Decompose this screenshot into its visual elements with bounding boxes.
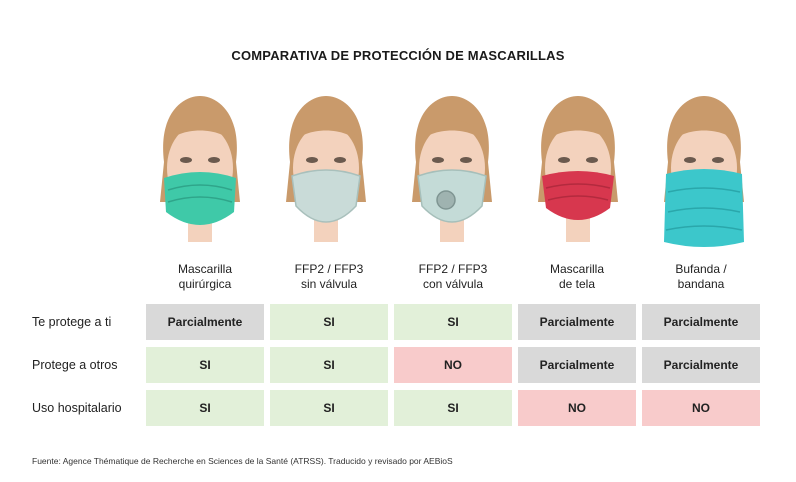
cloth-mask-face-icon <box>538 96 618 242</box>
column-header-cloth: Mascarilla de tela <box>549 262 604 291</box>
table-cell: NO <box>518 390 636 426</box>
row-label-protects-you: Te protege a ti <box>32 315 112 329</box>
row-label-hospital-use: Uso hospitalario <box>32 401 122 415</box>
row-label-protects-others: Protege a otros <box>32 358 118 372</box>
table-cell: SI <box>270 304 388 340</box>
surgical-mask-face-icon <box>160 96 240 242</box>
table-cell: SI <box>146 347 264 383</box>
column-header-ffp2-no-valve: FFP2 / FFP3 sin válvula <box>294 262 364 291</box>
column-header-ffp2-valve: FFP2 / FFP3 con válvula <box>418 262 488 291</box>
table-cell: Parcialmente <box>518 347 636 383</box>
table-cell: NO <box>642 390 760 426</box>
faces-row <box>0 92 796 252</box>
source-footer: Fuente: Agence Thématique de Recherche e… <box>32 456 453 466</box>
table-cell: Parcialmente <box>642 347 760 383</box>
table-cell: Parcialmente <box>518 304 636 340</box>
table-cell: SI <box>270 347 388 383</box>
table-cell: Parcialmente <box>642 304 760 340</box>
table-cell: SI <box>394 304 512 340</box>
ffp2-valve-face-icon <box>412 96 492 242</box>
table-cell: SI <box>146 390 264 426</box>
table-cell: NO <box>394 347 512 383</box>
mask-shape <box>164 172 236 225</box>
table-cell: Parcialmente <box>146 304 264 340</box>
table-cell: SI <box>270 390 388 426</box>
column-header-scarf: Bufanda / bandana <box>675 262 727 291</box>
scarf-face-icon <box>664 96 744 247</box>
table-cell: SI <box>394 390 512 426</box>
column-header-surgical: Mascarilla quirúrgica <box>177 262 232 291</box>
page-title: COMPARATIVA DE PROTECCIÓN DE MASCARILLAS <box>231 48 565 63</box>
ffp2-no-valve-face-icon <box>286 96 366 242</box>
